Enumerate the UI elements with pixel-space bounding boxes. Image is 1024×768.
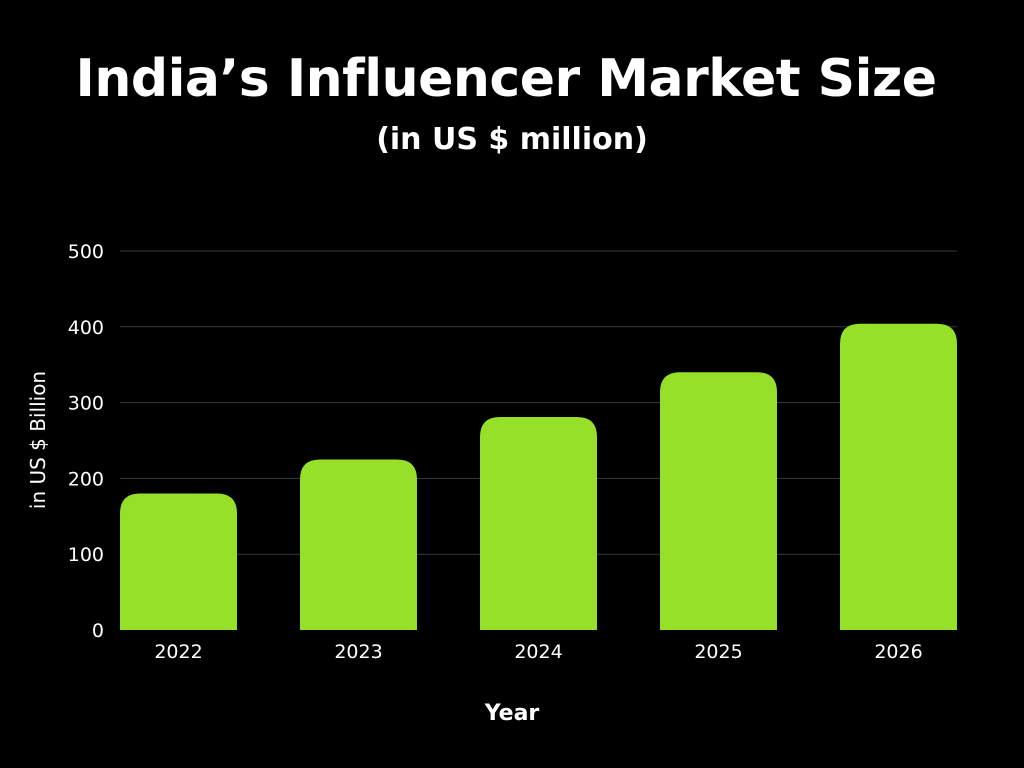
bar-2023: [300, 459, 417, 630]
x-tick-label: 2025: [694, 641, 742, 663]
x-axis-ticks: 2022 2023 2024 2025 2026: [154, 641, 922, 663]
chart-subtitle: (in US $ million): [376, 122, 648, 157]
bar-2025: [660, 372, 777, 630]
x-tick-label: 2023: [334, 641, 382, 663]
y-tick-label: 500: [68, 241, 104, 263]
y-tick-label: 100: [68, 544, 104, 566]
x-tick-label: 2026: [874, 641, 922, 663]
x-tick-label: 2024: [514, 641, 562, 663]
bar-2022: [120, 493, 237, 630]
y-tick-label: 300: [68, 393, 104, 415]
bar-2024: [480, 417, 597, 630]
chart-title: India’s Influencer Market Size: [75, 49, 937, 109]
y-axis-ticks: 0 100 200 300 400 500: [68, 241, 104, 642]
bar-2026: [840, 323, 957, 630]
y-tick-label: 0: [92, 620, 104, 642]
x-tick-label: 2022: [154, 641, 202, 663]
y-tick-label: 200: [68, 468, 104, 490]
bars: [120, 323, 957, 630]
y-axis-title: in US $ Billion: [26, 371, 50, 509]
x-axis-title: Year: [484, 701, 540, 726]
y-tick-label: 400: [68, 317, 104, 339]
